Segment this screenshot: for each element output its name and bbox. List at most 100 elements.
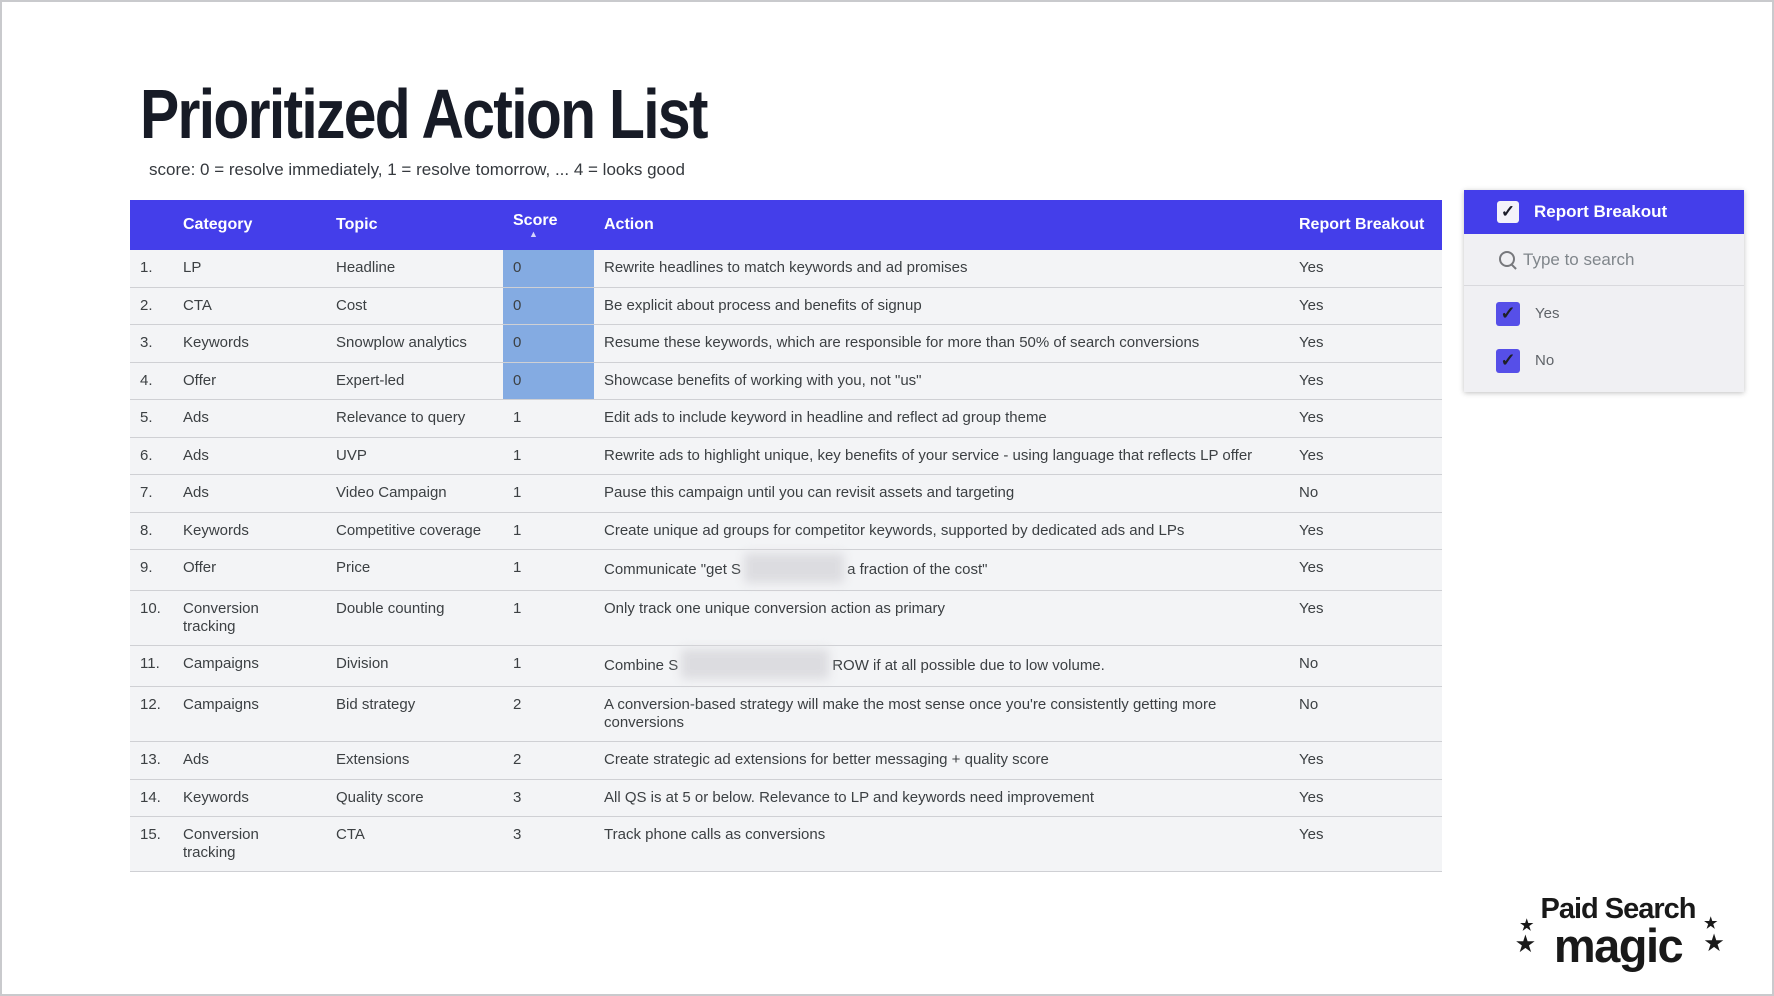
cell-score: 1 bbox=[513, 600, 522, 617]
cell-topic: UVP bbox=[336, 446, 367, 464]
cell-score: 0 bbox=[503, 362, 594, 399]
cell-score: 2 bbox=[513, 751, 522, 768]
table-row: 1. LP Headline 0 Rewrite headlines to ma… bbox=[130, 250, 1442, 288]
column-header-report-breakout[interactable]: Report Breakout bbox=[1299, 216, 1425, 233]
filter-search-row bbox=[1464, 234, 1744, 286]
cell-report-breakout: Yes bbox=[1299, 296, 1324, 314]
cell-topic: Extensions bbox=[336, 751, 410, 768]
yes-label: Yes bbox=[1535, 305, 1560, 322]
table-row: 8. Keywords Competitive coverage 1 Creat… bbox=[130, 513, 1442, 550]
prioritized-action-table: Category Topic Score ▲ Action Report Bre… bbox=[130, 200, 1442, 872]
score-header-label: Score bbox=[513, 212, 558, 229]
cell-category: CTA bbox=[183, 296, 212, 314]
table-row: 12. Campaigns Bid strategy 2 A conversio… bbox=[130, 687, 1442, 742]
row-index: 11. bbox=[140, 655, 160, 672]
cell-action: Rewrite ads to highlight unique, key ben… bbox=[604, 446, 1253, 464]
row-index: 4. bbox=[140, 371, 153, 389]
cell-score: 1 bbox=[513, 521, 522, 539]
row-index: 12. bbox=[140, 696, 161, 713]
cell-category: Ads bbox=[183, 409, 209, 426]
cell-topic: Snowplow analytics bbox=[336, 334, 467, 351]
row-index: 6. bbox=[140, 446, 153, 464]
cell-action: All QS is at 5 or below. Relevance to LP… bbox=[604, 788, 1094, 806]
logo-text-top: Paid Search bbox=[1540, 893, 1696, 925]
cell-report-breakout: Yes bbox=[1299, 559, 1324, 576]
cell-score: 0 bbox=[503, 287, 594, 324]
cell-topic: Double counting bbox=[336, 600, 445, 617]
row-index: 9. bbox=[140, 559, 153, 576]
search-icon bbox=[1499, 251, 1515, 268]
column-header-action[interactable]: Action bbox=[604, 216, 654, 233]
filter-option-yes[interactable]: ✓ Yes bbox=[1464, 290, 1744, 337]
cell-score: 3 bbox=[513, 826, 522, 843]
star-icon: ★ bbox=[1520, 917, 1533, 934]
table-row: 4. Offer Expert-led 0 Showcase benefits … bbox=[130, 362, 1442, 400]
row-index: 7. bbox=[140, 484, 153, 501]
search-input[interactable] bbox=[1523, 249, 1744, 270]
score-legend: score: 0 = resolve immediately, 1 = reso… bbox=[149, 160, 685, 179]
filter-option-no[interactable]: ✓ No bbox=[1464, 337, 1744, 384]
cell-report-breakout: No bbox=[1299, 696, 1319, 713]
table-header-row: Category Topic Score ▲ Action Report Bre… bbox=[130, 200, 1442, 250]
cell-category: Offer bbox=[183, 559, 217, 576]
cell-report-breakout: Yes bbox=[1299, 371, 1324, 389]
cell-category: Campaigns bbox=[183, 696, 259, 713]
filter-header[interactable]: ✓ Report Breakout bbox=[1464, 190, 1744, 234]
cell-report-breakout: Yes bbox=[1299, 600, 1324, 617]
cell-report-breakout: No bbox=[1299, 484, 1319, 501]
yes-checkbox[interactable]: ✓ bbox=[1496, 301, 1520, 326]
row-index: 14. bbox=[140, 788, 161, 806]
star-icon: ★ bbox=[1516, 933, 1535, 956]
cell-action: Showcase benefits of working with you, n… bbox=[604, 371, 922, 389]
cell-topic: Relevance to query bbox=[336, 409, 466, 426]
table-row: 13. Ads Extensions 2 Create strategic ad… bbox=[130, 742, 1442, 780]
sort-ascending-icon: ▲ bbox=[529, 229, 538, 239]
column-header-topic[interactable]: Topic bbox=[336, 216, 378, 233]
cell-report-breakout: Yes bbox=[1299, 521, 1324, 539]
cell-score: 1 bbox=[513, 559, 522, 576]
table-row: 11. Campaigns Division 1 Combine S ROW if… bbox=[130, 646, 1442, 687]
row-index: 10. bbox=[140, 600, 161, 617]
column-header-category[interactable]: Category bbox=[183, 216, 253, 233]
cell-action: Rewrite headlines to match keywords and … bbox=[604, 259, 968, 276]
cell-topic: Headline bbox=[336, 259, 396, 276]
table-row: 6. Ads UVP 1 Rewrite ads to highlight un… bbox=[130, 438, 1442, 475]
cell-topic: Video Campaign bbox=[336, 484, 447, 501]
cell-report-breakout: Yes bbox=[1299, 446, 1324, 464]
cell-score: 0 bbox=[503, 325, 594, 362]
cell-score: 3 bbox=[513, 788, 522, 806]
table-row: 5. Ads Relevance to query 1 Edit ads to … bbox=[130, 400, 1442, 438]
cell-category: Conversion tracking bbox=[183, 826, 259, 861]
cell-action: Combine S ROW if at all possible due to l… bbox=[594, 646, 1299, 686]
cell-score: 1 bbox=[513, 655, 522, 672]
table-row: 10. Conversion tracking Double counting … bbox=[130, 591, 1442, 646]
cell-score: 0 bbox=[503, 250, 594, 287]
cell-topic: Cost bbox=[336, 296, 367, 314]
cell-topic: Bid strategy bbox=[336, 696, 416, 713]
cell-report-breakout: No bbox=[1299, 655, 1319, 672]
no-checkbox[interactable]: ✓ bbox=[1496, 348, 1520, 373]
table-row: 3. Keywords Snowplow analytics 0 Resume … bbox=[130, 325, 1442, 363]
cell-report-breakout: Yes bbox=[1299, 788, 1324, 806]
cell-category: Keywords bbox=[183, 334, 249, 351]
redacted-blur bbox=[744, 553, 845, 583]
cell-category: Ads bbox=[183, 484, 209, 501]
cell-topic: Division bbox=[336, 655, 389, 672]
select-all-checkbox[interactable]: ✓ bbox=[1497, 201, 1519, 223]
cell-category: LP bbox=[183, 259, 202, 276]
column-header-score[interactable]: Score ▲ bbox=[503, 200, 594, 250]
cell-action: A conversion-based strategy will make th… bbox=[604, 696, 1217, 731]
cell-report-breakout: Yes bbox=[1299, 334, 1324, 351]
redacted-blur bbox=[681, 649, 830, 679]
cell-action: Track phone calls as conversions bbox=[604, 826, 826, 843]
cell-topic: CTA bbox=[336, 826, 365, 843]
logo-magic-word: magic bbox=[1553, 919, 1684, 972]
page-title: Prioritized Action List bbox=[140, 75, 708, 153]
cell-action: Be explicit about process and benefits o… bbox=[604, 296, 922, 314]
cell-score: 1 bbox=[513, 484, 522, 501]
cell-category: Campaigns bbox=[183, 655, 259, 672]
report-breakout-filter-panel: ✓ Report Breakout ✓ Yes ✓ No bbox=[1464, 190, 1744, 392]
logo-text-bottom: ★ ★ magic ★ ★ bbox=[1516, 916, 1724, 969]
cell-action: Create strategic ad extensions for bette… bbox=[604, 751, 1049, 768]
